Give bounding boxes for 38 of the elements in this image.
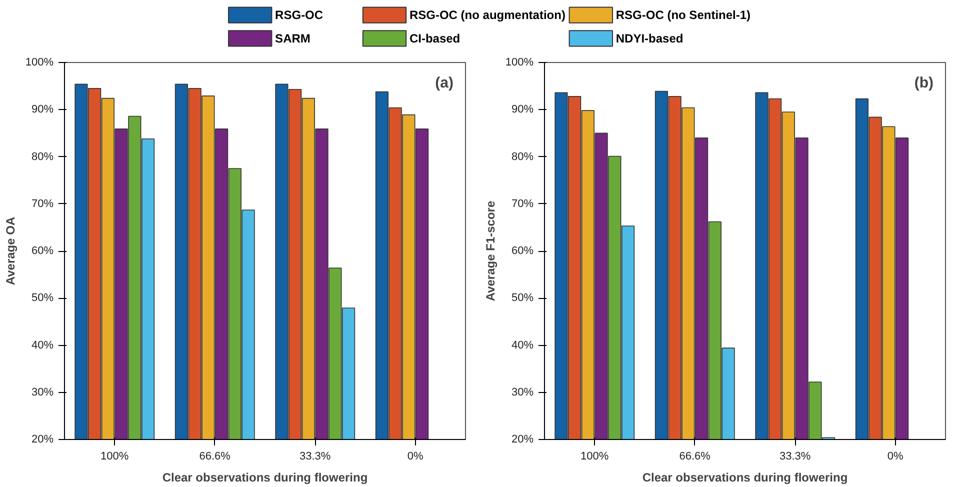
- y-tick-label: 50%: [511, 292, 534, 304]
- legend-label: SARM: [275, 31, 310, 46]
- y-tick-label: 90%: [31, 104, 54, 116]
- x-tick-label: 100%: [100, 450, 129, 462]
- y-tick-label: 70%: [511, 198, 534, 210]
- y-tick-label: 30%: [511, 386, 534, 398]
- y-tick-label: 60%: [31, 245, 54, 257]
- y-tick-label: 80%: [511, 150, 534, 163]
- x-tick-label: 33.3%: [300, 450, 331, 462]
- y-axis-title: Average OA: [3, 216, 18, 286]
- y-tick-label: 100%: [25, 56, 54, 68]
- x-tick-label: 0%: [407, 450, 424, 462]
- y-tick-label: 80%: [31, 150, 54, 163]
- x-tick-label: 66.6%: [679, 450, 711, 462]
- x-axis-title: Clear observations during flowering: [642, 470, 848, 484]
- y-tick-label: 50%: [31, 292, 54, 304]
- x-tick-label: 66.6%: [199, 450, 231, 462]
- y-tick-label: 70%: [31, 198, 54, 210]
- y-tick-label: 20%: [511, 434, 534, 446]
- legend-label: RSG-OC: [275, 8, 324, 22]
- legend-label: CI-based: [409, 31, 460, 46]
- legend-label: RSG-OC (no Sentinel-1): [616, 8, 751, 22]
- x-tick-label: 0%: [887, 450, 904, 462]
- y-axis-title: Average F1-score: [483, 200, 498, 302]
- y-tick-label: 20%: [31, 434, 54, 446]
- annotation: (a): [435, 74, 454, 92]
- y-tick-label: 100%: [505, 56, 534, 68]
- y-tick-label: 60%: [511, 245, 534, 257]
- y-tick-label: 40%: [511, 339, 534, 352]
- y-tick-label: 40%: [31, 339, 54, 352]
- x-tick-label: 100%: [580, 450, 609, 462]
- legend-label: RSG-OC (no augmentation): [409, 8, 566, 22]
- legend-label: NDYI-based: [616, 31, 684, 46]
- y-tick-label: 90%: [511, 104, 534, 116]
- annotation: (b): [914, 74, 934, 92]
- x-axis-title: Clear observations during flowering: [162, 470, 368, 484]
- x-tick-label: 33.3%: [780, 450, 811, 462]
- y-tick-label: 30%: [31, 386, 54, 398]
